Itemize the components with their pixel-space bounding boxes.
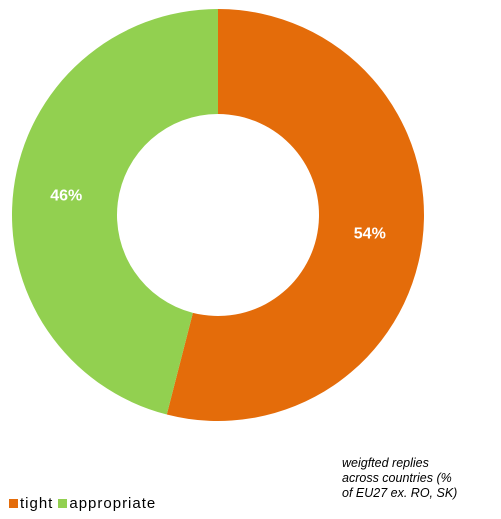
note-line-1: weigfted replies	[342, 456, 429, 470]
legend-swatch-tight	[9, 499, 18, 508]
donut-slice-tight	[166, 9, 424, 421]
data-label-appropriate: 46%	[50, 187, 82, 204]
data-label-tight: 54%	[354, 226, 386, 243]
note-line-2: across countries (%	[342, 471, 452, 485]
donut-slice-appropriate	[11, 9, 218, 415]
legend: tight appropriate	[9, 495, 161, 512]
note-line-3: of EU27 ex. RO, SK)	[342, 486, 458, 500]
legend-swatch-appropriate	[58, 499, 68, 508]
legend-item-appropriate: appropriate	[58, 495, 156, 512]
legend-item-tight: tight	[9, 495, 53, 512]
chart-note: weigfted replies across countries (% of …	[342, 456, 500, 501]
legend-label-appropriate: appropriate	[69, 495, 157, 512]
legend-label-tight: tight	[20, 495, 54, 512]
